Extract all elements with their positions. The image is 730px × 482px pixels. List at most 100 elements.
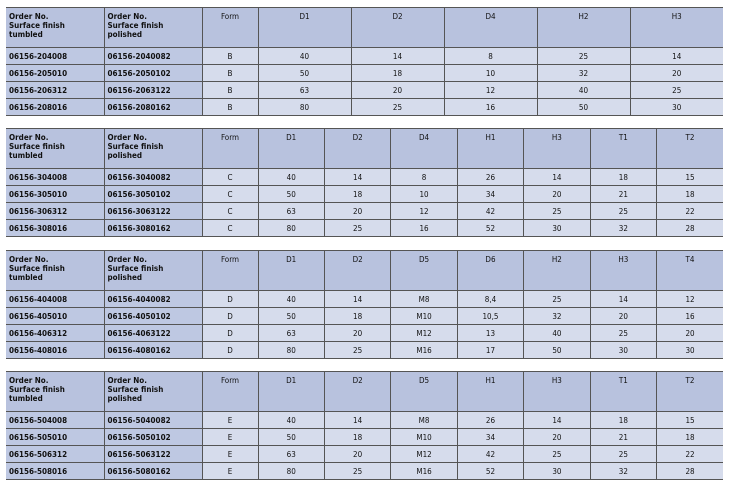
order-no-tumbled: 06156-208016 [6,98,105,116]
order-no-polished: 06156-4080162 [103,341,203,359]
cell-h1: 34 [456,185,525,203]
header-line: tumbled [9,151,43,160]
cell-d4: 10 [390,185,458,203]
column-header-t2: T2 [656,128,723,169]
order-no-polished: 06156-5080162 [103,462,203,480]
cell-form: D [201,290,259,308]
header-line: Surface finish [9,21,65,30]
cell-t2: 22 [656,445,723,463]
cell-d2: 18 [350,64,445,82]
order-no-polished: 06156-2040082 [103,47,203,65]
column-header-d1: D1 [257,371,325,412]
cell-d1: 50 [257,428,325,446]
order-no-tumbled-header: Order No. Surface finish tumbled [6,371,105,412]
table-row: 06156-204008 06156-2040082 B 40 14 8 25 14 [6,47,723,65]
header-line: polished [107,30,142,39]
cell-d2: 18 [323,307,392,325]
table-row: 06156-308016 06156-3080162 C 80 25 16 52 30 32 28 [6,219,723,237]
header-line: Order No. [107,12,147,21]
cell-t2: 28 [656,462,723,480]
order-no-polished: 06156-3040082 [103,168,203,186]
cell-form: C [201,168,259,186]
column-header-form: Form [201,7,259,48]
column-header-h2: H2 [523,250,591,291]
column-header-d6: D6 [456,250,525,291]
cell-d1: 50 [257,64,352,82]
cell-t1: 32 [589,462,658,480]
order-no-polished-header: Order No. Surface finish polished [103,7,203,48]
column-header-h3: H3 [589,250,658,291]
cell-d2: 14 [323,411,392,429]
cell-d2: 25 [323,219,392,237]
cell-h2: 25 [536,47,631,65]
cell-h2: 32 [536,64,631,82]
column-header-h1: H1 [456,371,525,412]
order-no-tumbled-header: Order No. Surface finish tumbled [6,250,105,291]
column-header-d2: D2 [323,371,392,412]
table-row: 06156-306312 06156-3063122 C 63 20 12 42 25 25 22 [6,202,723,220]
cell-h3: 14 [523,168,591,186]
cell-form: E [201,411,259,429]
cell-d1: 80 [257,462,325,480]
order-no-polished: 06156-2080162 [103,98,203,116]
order-no-tumbled: 06156-205010 [6,64,105,82]
header-line: Order No. [9,12,49,21]
table-row: 06156-506312 06156-5063122 E 63 20 M12 42 25 25 2… [6,445,723,463]
header-line: Order No. [9,255,49,264]
cell-form: E [201,445,259,463]
cell-t2: 15 [656,411,723,429]
column-header-t1: T1 [589,371,658,412]
cell-d6: 10,5 [456,307,525,325]
header-line: Surface finish [107,21,164,30]
cell-t4: 12 [656,290,723,308]
cell-d6: 13 [456,324,525,342]
cell-t2: 15 [656,168,723,186]
cell-d6: 17 [456,341,525,359]
cell-t1: 18 [589,168,658,186]
cell-d6: 8,4 [456,290,525,308]
cell-d4: 8 [443,47,538,65]
table-row: 06156-404008 06156-4040082 D 40 14 M8 8,4 25 14 1… [6,290,723,308]
cell-form: D [201,341,259,359]
header-line: polished [107,273,142,282]
cell-h1: 34 [456,428,525,446]
column-header-form: Form [201,250,259,291]
column-header-t1: T1 [589,128,658,169]
cell-h2: 50 [536,98,631,116]
cell-h2: 32 [523,307,591,325]
cell-form: E [201,428,259,446]
column-header-d4: D4 [443,7,538,48]
order-no-tumbled: 06156-406312 [6,324,105,342]
cell-form: C [201,202,259,220]
cell-t2: 18 [656,428,723,446]
column-header-h3: H3 [523,128,591,169]
spec-table-form-1: Order No. Surface finish tumbled Order No. S… [6,7,723,116]
cell-h1: 42 [456,202,525,220]
order-no-tumbled: 06156-304008 [6,168,105,186]
column-header-h2: H2 [536,7,631,48]
order-no-polished-header: Order No. Surface finish polished [103,128,203,169]
cell-t1: 18 [589,411,658,429]
order-no-tumbled: 06156-404008 [6,290,105,308]
header-row: Order No. Surface finish tumbled Order No. S… [6,7,723,48]
header-row: Order No. Surface finish tumbled Order No. S… [6,371,723,412]
cell-t4: 30 [656,341,723,359]
cell-d4: 16 [390,219,458,237]
order-no-polished: 06156-3050102 [103,185,203,203]
cell-h3: 20 [523,428,591,446]
header-line: Order No. [107,133,147,142]
cell-form: C [201,219,259,237]
spec-table-form-3: Order No. Surface finish tumbled Order No. S… [6,250,723,359]
cell-t1: 21 [589,185,658,203]
header-row: Order No. Surface finish tumbled Order No. S… [6,250,723,291]
cell-d2: 20 [350,81,445,99]
order-no-tumbled-header: Order No. Surface finish tumbled [6,128,105,169]
order-no-polished-header: Order No. Surface finish polished [103,250,203,291]
cell-h3: 30 [523,462,591,480]
order-no-polished: 06156-4050102 [103,307,203,325]
cell-d4: 8 [390,168,458,186]
header-line: polished [107,394,142,403]
order-no-polished: 06156-3063122 [103,202,203,220]
cell-h3: 14 [629,47,723,65]
cell-d1: 40 [257,47,352,65]
